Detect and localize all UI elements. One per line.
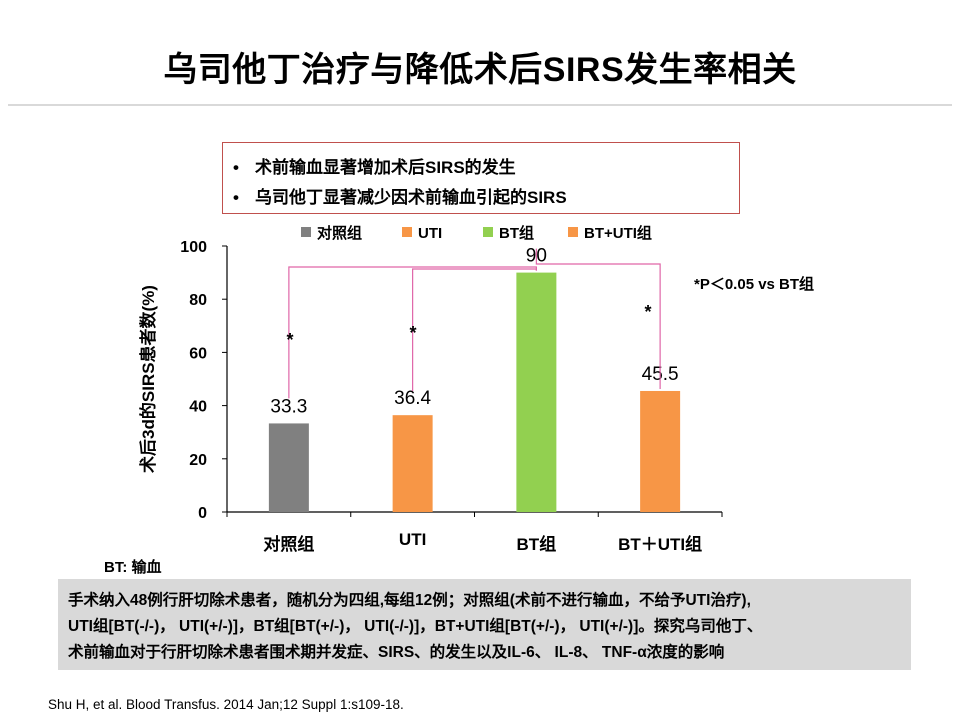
finding-2-text: 乌司他丁显著减少因术前输血引起的SIRS	[255, 188, 567, 207]
significance-star-3: *	[644, 302, 651, 322]
y-tick-label: 100	[180, 239, 207, 256]
significance-star-2: *	[409, 323, 416, 343]
bar-3	[516, 272, 557, 512]
significance-star-1: *	[286, 330, 293, 350]
bar-4	[640, 390, 681, 512]
legend-label-1: 对照组	[317, 224, 362, 242]
category-label-1: 对照组	[263, 534, 314, 554]
legend-label-4: BT+UTI组	[584, 224, 652, 242]
title-divider	[8, 104, 952, 106]
legend-label-2: UTI	[418, 225, 442, 242]
slide-title: 乌司他丁治疗与降低术后SIRS发生率相关	[163, 51, 797, 89]
bullet-dot-icon: •	[233, 158, 239, 177]
category-label-4: BT＋UTI组	[618, 534, 702, 554]
value-label-1: 33.3	[270, 396, 307, 417]
finding-1: • 术前输血显著增加术后SIRS的发生	[233, 153, 516, 178]
bar-1	[268, 423, 309, 512]
bullet-dot-icon: •	[233, 188, 239, 207]
finding-2: • 乌司他丁显著减少因术前输血引起的SIRS	[233, 183, 567, 208]
key-findings-box: • 术前输血显著增加术后SIRS的发生 • 乌司他丁显著减少因术前输血引起的SIRS	[222, 142, 740, 214]
y-tick-label: 0	[198, 505, 207, 522]
category-label-3: BT组	[517, 534, 557, 554]
significance-note: *P＜0.05 vs BT组	[694, 276, 815, 293]
y-tick-label: 20	[189, 452, 207, 469]
bar-2	[392, 415, 433, 512]
study-description-box: 手术纳入48例行肝切除术患者，随机分为四组,每组12例；对照组(术前不进行输血，…	[58, 579, 911, 670]
description-line-3: 术前输血对于行肝切除术患者围术期并发症、SIRS、的发生以及IL-6、 IL-8…	[68, 644, 725, 661]
category-label-2: UTI	[399, 530, 426, 549]
description-line-2: UTI组[BT(-/-)， UTI(+/-)]，BT组[BT(+/-)， UTI…	[68, 618, 763, 635]
legend-swatch-1	[301, 227, 311, 237]
y-tick-label: 40	[189, 399, 207, 416]
abbreviation-note: BT: 输血	[104, 559, 162, 576]
y-tick-label: 60	[189, 345, 207, 362]
legend-label-3: BT组	[499, 224, 534, 242]
citation: Shu H, et al. Blood Transfus. 2014 Jan;1…	[48, 697, 404, 712]
legend-swatch-3	[483, 227, 493, 237]
finding-1-text: 术前输血显著增加术后SIRS的发生	[255, 158, 516, 177]
y-tick-label: 80	[189, 292, 207, 309]
y-axis-label: 术后3d的SIRS患者数(%)	[138, 285, 158, 473]
legend-swatch-2	[402, 227, 412, 237]
significance-bracket-2	[412, 268, 537, 392]
description-line-1: 手术纳入48例行肝切除术患者，随机分为四组,每组12例；对照组(术前不进行输血，…	[68, 592, 751, 609]
significance-bracket-3	[535, 248, 661, 389]
legend-swatch-4	[568, 227, 578, 237]
value-label-2: 36.4	[394, 388, 431, 409]
